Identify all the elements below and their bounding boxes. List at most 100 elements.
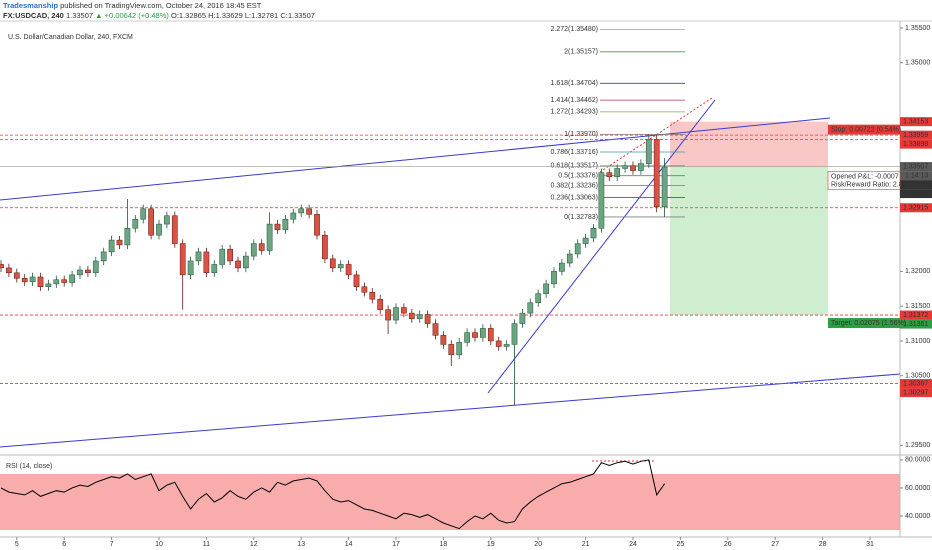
candle-body — [156, 223, 162, 236]
candle-body — [653, 138, 660, 207]
candle-body — [511, 323, 518, 345]
price-box — [900, 379, 932, 389]
candle-body — [495, 340, 502, 347]
candle-body — [69, 274, 75, 283]
x-tick-label: 31 — [866, 541, 874, 548]
candle-body — [353, 274, 360, 287]
candle-body — [408, 312, 415, 319]
candle-body — [211, 264, 218, 274]
candle-body — [227, 248, 233, 262]
candle-body — [171, 215, 178, 244]
chart-title: U.S. Dollar/Canadian Dollar, 240, FXCM — [8, 34, 133, 41]
candle-body — [369, 292, 376, 300]
fib-label: 0.618(1.33517) — [551, 163, 598, 170]
y-tick-label: 1.32000 — [905, 268, 930, 275]
x-tick-label: 12 — [250, 541, 258, 548]
candle-body — [164, 215, 170, 225]
price-box-label: 1.34153 — [903, 118, 928, 125]
pnl-box — [827, 171, 901, 190]
candle-body — [416, 314, 423, 319]
candle-body — [235, 260, 241, 269]
candle-body — [132, 218, 139, 229]
fib-label: 0(1.32783) — [564, 214, 598, 221]
candle-body — [0, 264, 4, 269]
fib-label: 2.272(1.35480) — [551, 26, 598, 33]
price-box — [900, 319, 932, 329]
x-tick-label: 26 — [724, 541, 732, 548]
fib-label: 1.272(1.34293) — [551, 109, 598, 116]
x-tick-label: 14 — [345, 541, 353, 548]
candle-body — [472, 332, 478, 338]
candle-body — [148, 208, 154, 236]
price-box — [900, 117, 932, 127]
channel-upper — [0, 117, 831, 201]
candle-body — [566, 253, 573, 264]
y-tick-label: 1.31000 — [905, 338, 930, 345]
x-tick-label: 25 — [677, 541, 685, 548]
rsi-band — [0, 473, 900, 530]
candle-body — [551, 271, 557, 285]
candle-body — [345, 264, 352, 276]
countdown-box — [900, 171, 932, 181]
candle-body — [53, 279, 60, 285]
price-box-label: 1.33507 — [903, 163, 928, 170]
candle-body — [487, 328, 494, 342]
candle-body — [527, 302, 534, 314]
price-box-label: 1.31372 — [903, 312, 928, 319]
candle-body — [424, 314, 431, 324]
fib-label: 1.414(1.34462) — [551, 97, 598, 104]
x-tick-label: 28 — [819, 541, 827, 548]
candle-body — [258, 243, 265, 251]
candle-body — [92, 260, 99, 274]
publisher-line: Tradesmanship published on TradingView.c… — [3, 1, 262, 10]
y-tick-label: 1.30500 — [905, 373, 930, 380]
candle-body — [535, 293, 542, 303]
fib-label: 2(1.35157) — [564, 49, 598, 56]
candle-body — [266, 223, 273, 251]
candle-body — [37, 276, 44, 287]
candle-body — [503, 344, 510, 347]
candle-body — [329, 258, 336, 269]
price-box-label: 1.33898 — [903, 141, 928, 148]
candle-body — [179, 243, 186, 276]
price-box — [900, 203, 932, 213]
candle-body — [559, 262, 565, 272]
candle-body — [187, 260, 194, 276]
candle-body — [432, 323, 439, 336]
published: published on TradingView.com, October 24… — [60, 1, 262, 10]
candle-body — [574, 243, 581, 255]
candle-body — [543, 283, 549, 294]
fib-label: 0.382(1.33236) — [551, 182, 598, 189]
candle-body — [108, 239, 115, 253]
symbol: FX:USDCAD, 240 — [3, 11, 64, 20]
stop-zone — [670, 121, 828, 167]
candle-body — [464, 332, 470, 343]
candle-body — [377, 298, 384, 310]
candle-body — [45, 283, 52, 287]
price-box — [900, 139, 932, 149]
candle-body — [606, 172, 613, 178]
candle-body — [582, 237, 589, 244]
x-tick-label: 21 — [582, 541, 590, 548]
candle-body — [250, 243, 257, 257]
trendline — [487, 99, 716, 394]
target-label: Target: 0.02075 (1.56%) — [831, 320, 906, 327]
price-box-label: 1.31361 — [903, 321, 928, 328]
last-price: 1.33507 — [66, 11, 93, 20]
candle-body — [480, 328, 486, 338]
candle-body — [282, 218, 289, 230]
candle-body — [6, 267, 12, 274]
price-box — [900, 162, 932, 172]
candle-body — [638, 163, 644, 171]
price-box — [900, 310, 932, 320]
fib-label: 1.618(1.34704) — [551, 80, 598, 87]
candle-body — [385, 309, 391, 321]
candle-body — [590, 228, 597, 239]
publisher[interactable]: Tradesmanship — [3, 1, 58, 10]
candle-body — [314, 214, 320, 236]
high: H:1.33629 — [208, 11, 243, 20]
low: L:1.32781 — [245, 11, 278, 20]
countdown: 1:14:13 — [905, 172, 928, 179]
candle-body — [306, 208, 312, 215]
